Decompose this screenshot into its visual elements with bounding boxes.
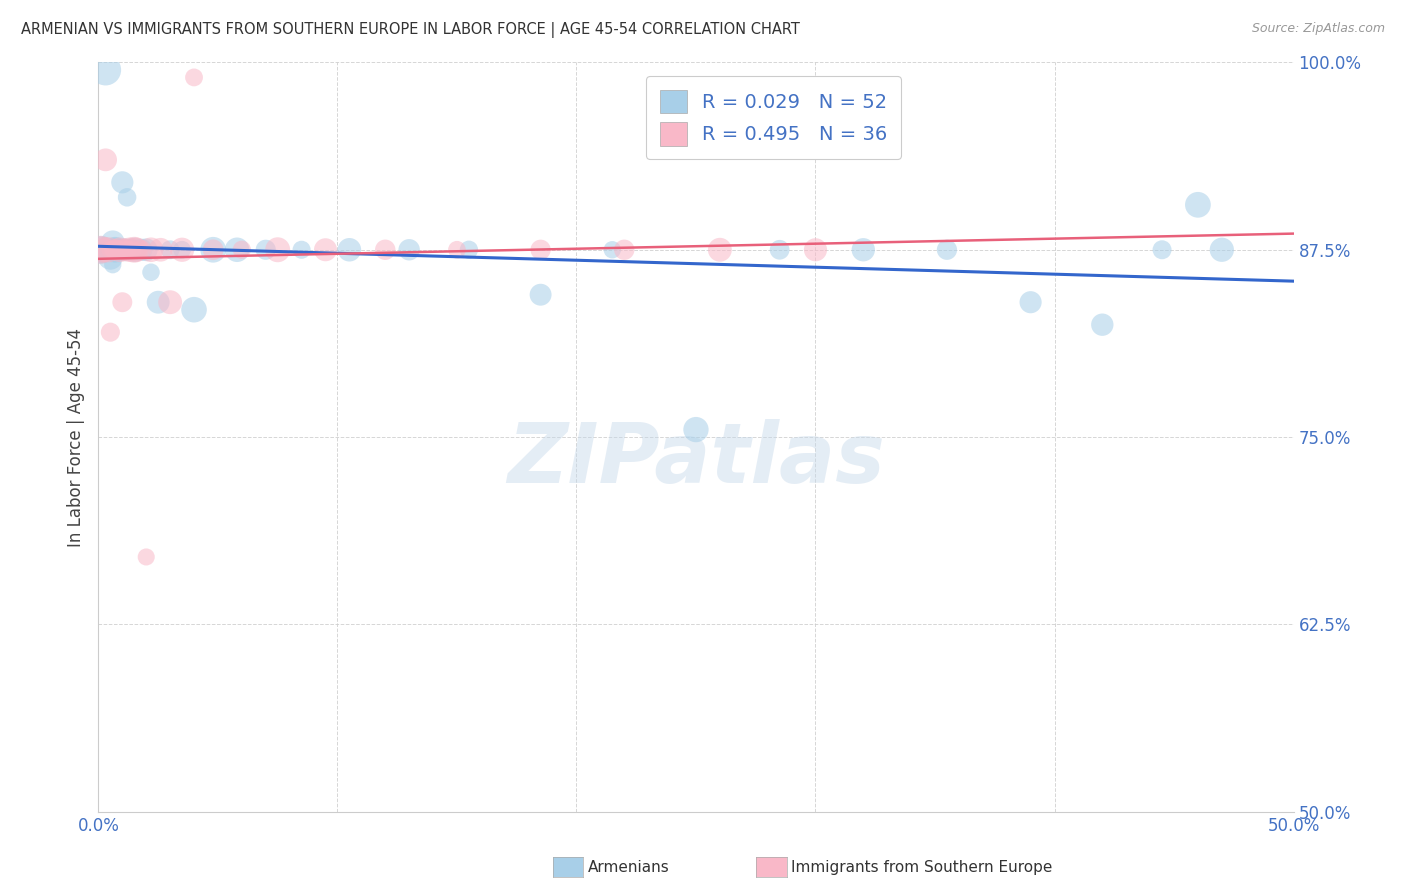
Point <box>172 243 194 257</box>
Point <box>226 243 249 257</box>
Point <box>107 243 129 257</box>
Point <box>139 243 162 257</box>
Point <box>94 243 117 257</box>
Y-axis label: In Labor Force | Age 45-54: In Labor Force | Age 45-54 <box>66 327 84 547</box>
Point <box>118 243 141 257</box>
Point <box>104 243 127 257</box>
Point <box>111 175 134 189</box>
Point <box>94 153 117 167</box>
Point <box>1211 243 1233 257</box>
Point <box>254 243 277 257</box>
Point <box>124 243 146 257</box>
Text: Immigrants from Southern Europe: Immigrants from Southern Europe <box>792 860 1052 874</box>
Point <box>98 250 122 264</box>
Point <box>115 243 138 257</box>
Point <box>398 243 420 257</box>
Point <box>602 243 624 257</box>
Point <box>90 243 112 257</box>
Point <box>101 235 124 250</box>
Point <box>115 243 138 257</box>
Point <box>374 243 396 257</box>
Point <box>91 243 114 257</box>
Point <box>108 243 131 257</box>
Point <box>101 243 124 257</box>
Point <box>124 243 146 257</box>
Point <box>530 287 553 301</box>
Point <box>135 549 157 564</box>
Point <box>936 243 959 257</box>
Text: ZIPatlas: ZIPatlas <box>508 419 884 500</box>
Point <box>1091 318 1114 332</box>
Point <box>97 243 120 257</box>
Point <box>131 243 153 257</box>
Point <box>315 243 337 257</box>
Point <box>94 62 117 77</box>
Point <box>148 295 170 310</box>
Point <box>114 243 136 257</box>
Point <box>91 243 114 257</box>
Point <box>709 243 731 257</box>
Point <box>111 243 134 257</box>
Text: ARMENIAN VS IMMIGRANTS FROM SOUTHERN EUROPE IN LABOR FORCE | AGE 45-54 CORRELATI: ARMENIAN VS IMMIGRANTS FROM SOUTHERN EUR… <box>21 22 800 38</box>
Point <box>530 243 553 257</box>
Point <box>131 243 153 257</box>
Point <box>111 295 134 310</box>
Point <box>101 243 124 257</box>
Legend: R = 0.029   N = 52, R = 0.495   N = 36: R = 0.029 N = 52, R = 0.495 N = 36 <box>645 76 901 160</box>
Point <box>90 243 112 257</box>
Point <box>108 243 131 257</box>
Text: Source: ZipAtlas.com: Source: ZipAtlas.com <box>1251 22 1385 36</box>
Point <box>172 243 194 257</box>
Point <box>1152 243 1174 257</box>
Point <box>101 258 124 272</box>
Point <box>111 243 134 257</box>
Point <box>114 243 136 257</box>
Point <box>159 295 181 310</box>
Point <box>149 243 172 257</box>
Point <box>1019 295 1042 310</box>
Point <box>1187 198 1209 212</box>
Point <box>613 243 636 257</box>
Point <box>125 243 148 257</box>
Point <box>114 243 136 257</box>
Point <box>852 243 875 257</box>
Point <box>108 243 131 257</box>
Point <box>202 243 225 257</box>
Point <box>104 243 127 257</box>
Point <box>339 243 361 257</box>
Point <box>685 423 707 437</box>
Point <box>98 325 122 339</box>
Point <box>291 243 314 257</box>
Point <box>104 243 127 257</box>
Point <box>804 243 827 257</box>
Point <box>98 243 122 257</box>
Point <box>183 302 205 317</box>
Point <box>267 243 290 257</box>
Point <box>139 265 162 279</box>
Point <box>202 243 225 257</box>
Point <box>135 243 157 257</box>
Point <box>446 243 468 257</box>
Point <box>97 243 120 257</box>
Point <box>159 243 181 257</box>
Point <box>104 243 127 257</box>
Point <box>768 243 790 257</box>
Point <box>97 243 120 257</box>
Point <box>183 70 205 85</box>
Point <box>125 243 148 257</box>
Text: Armenians: Armenians <box>588 860 669 874</box>
Point <box>118 243 141 257</box>
Point <box>107 243 129 257</box>
Point <box>107 243 129 257</box>
Point <box>231 243 253 257</box>
Point <box>121 243 143 257</box>
Point <box>121 243 143 257</box>
Point <box>458 243 481 257</box>
Point <box>98 243 122 257</box>
Point <box>115 190 138 204</box>
